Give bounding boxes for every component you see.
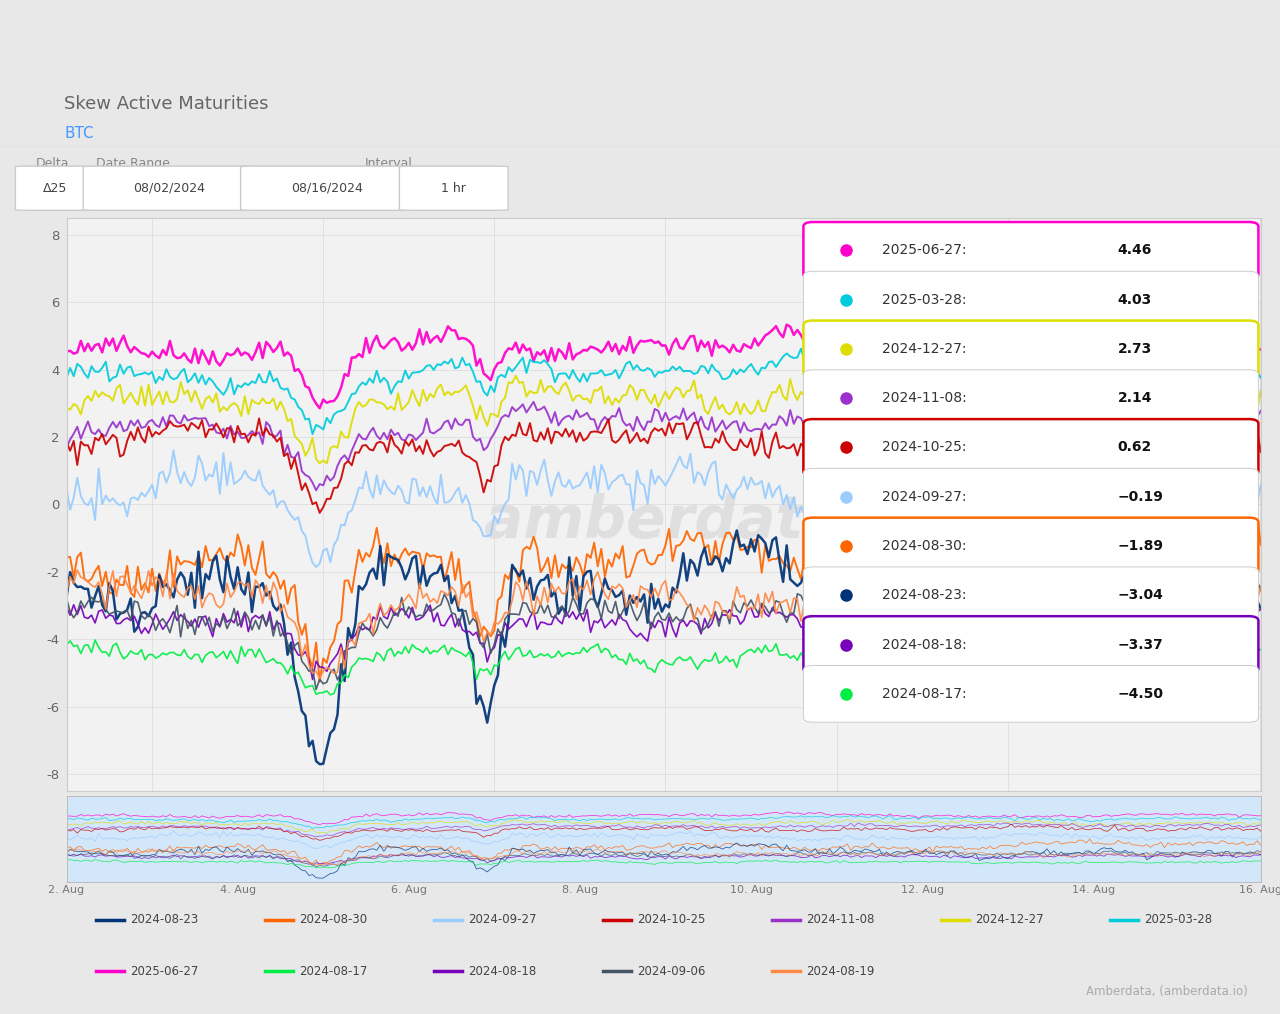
FancyBboxPatch shape — [83, 166, 256, 210]
FancyBboxPatch shape — [804, 468, 1258, 525]
Text: Skew Active Maturities: Skew Active Maturities — [64, 95, 269, 114]
FancyBboxPatch shape — [804, 665, 1258, 722]
Text: 2024-08-17: 2024-08-17 — [300, 964, 367, 977]
Text: 2025-06-27:: 2025-06-27: — [882, 243, 972, 258]
Text: 2024-08-23: 2024-08-23 — [131, 914, 198, 927]
FancyBboxPatch shape — [804, 222, 1258, 279]
Text: 2024-09-27:: 2024-09-27: — [882, 490, 972, 504]
Text: −4.50: −4.50 — [1117, 686, 1164, 701]
Text: 2024-08-18:: 2024-08-18: — [882, 638, 972, 652]
Text: 2.14: 2.14 — [1117, 391, 1152, 406]
Text: −1.89: −1.89 — [1117, 539, 1164, 553]
FancyBboxPatch shape — [804, 567, 1258, 624]
FancyBboxPatch shape — [804, 419, 1258, 476]
Text: amberdata: amberdata — [484, 493, 844, 551]
Text: 2.73: 2.73 — [1117, 342, 1152, 356]
FancyBboxPatch shape — [15, 166, 95, 210]
FancyBboxPatch shape — [804, 517, 1258, 574]
Text: Date Range: Date Range — [96, 157, 170, 170]
Text: 2025-03-28: 2025-03-28 — [1144, 914, 1212, 927]
Text: 2024-09-06: 2024-09-06 — [637, 964, 705, 977]
Text: Δ25: Δ25 — [42, 182, 68, 195]
Text: Delta: Delta — [36, 157, 69, 170]
Text: 4.03: 4.03 — [1117, 293, 1152, 306]
Text: −3.37: −3.37 — [1117, 638, 1164, 652]
Text: 08/16/2024: 08/16/2024 — [291, 182, 364, 195]
Text: −3.04: −3.04 — [1117, 588, 1164, 602]
Text: 1 hr: 1 hr — [442, 182, 466, 195]
Text: 2024-11-08:: 2024-11-08: — [882, 391, 972, 406]
Text: 2024-08-23:: 2024-08-23: — [882, 588, 972, 602]
FancyBboxPatch shape — [399, 166, 508, 210]
Text: BTC: BTC — [64, 127, 93, 141]
Text: 2024-09-27: 2024-09-27 — [468, 914, 538, 927]
Text: 2024-08-30: 2024-08-30 — [300, 914, 367, 927]
Text: Interval: Interval — [365, 157, 412, 170]
Text: 2024-11-08: 2024-11-08 — [806, 914, 874, 927]
Text: 4.46: 4.46 — [1117, 243, 1152, 258]
Text: 0.62: 0.62 — [1117, 440, 1152, 454]
Text: 2024-08-18: 2024-08-18 — [468, 964, 536, 977]
Text: 2024-08-30:: 2024-08-30: — [882, 539, 972, 553]
Text: 2024-08-19: 2024-08-19 — [806, 964, 874, 977]
Text: 2024-12-27: 2024-12-27 — [975, 914, 1044, 927]
FancyBboxPatch shape — [804, 370, 1258, 427]
FancyBboxPatch shape — [804, 617, 1258, 673]
FancyBboxPatch shape — [241, 166, 413, 210]
Text: 2024-12-27:: 2024-12-27: — [882, 342, 972, 356]
Bar — [67, 796, 1261, 882]
Text: 2024-08-17:: 2024-08-17: — [882, 686, 972, 701]
Text: 2025-03-28:: 2025-03-28: — [882, 293, 972, 306]
Text: 08/02/2024: 08/02/2024 — [133, 182, 206, 195]
FancyBboxPatch shape — [804, 272, 1258, 328]
FancyBboxPatch shape — [804, 320, 1258, 377]
Text: Amberdata, (amberdata.io): Amberdata, (amberdata.io) — [1087, 985, 1248, 998]
Text: Friday, Aug 16, 23:00: Friday, Aug 16, 23:00 — [1101, 822, 1243, 836]
Text: −0.19: −0.19 — [1117, 490, 1164, 504]
Text: 2024-10-25: 2024-10-25 — [637, 914, 705, 927]
Text: 2024-10-25:: 2024-10-25: — [882, 440, 972, 454]
Text: 2025-06-27: 2025-06-27 — [131, 964, 198, 977]
